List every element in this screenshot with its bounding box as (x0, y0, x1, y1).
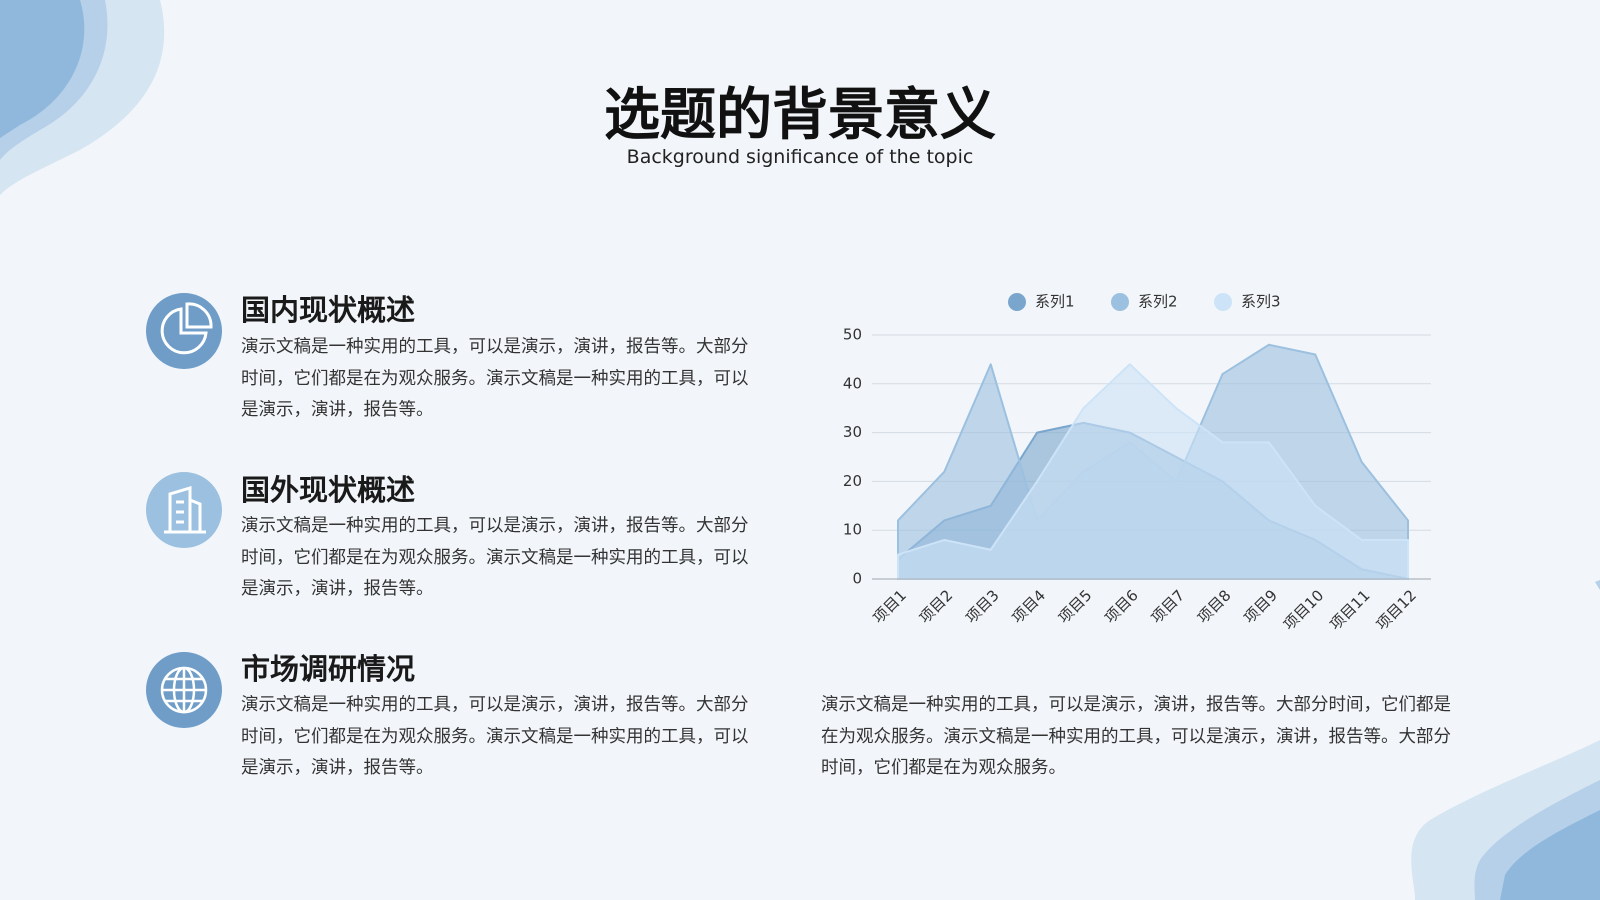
x-tick-label: 项目11 (1326, 586, 1373, 633)
x-tick-label: 项目9 (1240, 586, 1281, 627)
section-body: 演示文稿是一种实用的工具，可以是演示，演讲，报告等。大部分时间，它们都是在为观众… (241, 337, 749, 420)
subtitle: Background significance of the topic (626, 146, 974, 168)
y-tick-label: 0 (852, 570, 862, 588)
x-tick-label: 项目12 (1373, 586, 1420, 633)
chart-caption: 演示文稿是一种实用的工具，可以是演示，演讲，报告等。大部分时间，它们都是在为观众… (821, 695, 1451, 778)
section-heading: 国内现状概述 (241, 293, 416, 327)
x-tick-label: 项目10 (1280, 586, 1327, 633)
legend-label: 系列1 (1035, 293, 1075, 311)
x-tick-label: 项目6 (1101, 586, 1142, 627)
x-tick-label: 项目4 (1008, 586, 1049, 627)
title: 选题的背景意义 (604, 83, 996, 148)
y-tick-label: 40 (843, 374, 862, 392)
corner-blob (0, 0, 85, 138)
legend-label: 系列3 (1241, 293, 1281, 311)
legend-swatch (1008, 293, 1026, 311)
y-tick-label: 50 (843, 326, 862, 344)
section-heading: 国外现状概述 (241, 473, 416, 507)
x-tick-label: 项目3 (962, 586, 1003, 627)
section-heading: 市场调研情况 (241, 652, 416, 686)
y-tick-label: 30 (843, 423, 862, 441)
icon-pie (146, 293, 222, 369)
x-tick-label: 项目5 (1055, 586, 1096, 627)
corner-blob (1500, 810, 1600, 900)
y-tick-label: 20 (843, 472, 862, 490)
icon-building (146, 472, 222, 548)
y-tick-label: 10 (843, 521, 862, 539)
x-tick-label: 项目7 (1148, 586, 1189, 627)
legend-swatch (1214, 293, 1232, 311)
x-tick-label: 项目1 (869, 586, 910, 627)
edge-blob (1595, 580, 1600, 590)
x-tick-label: 项目8 (1194, 586, 1235, 627)
legend-swatch (1111, 293, 1129, 311)
section-body: 演示文稿是一种实用的工具，可以是演示，演讲，报告等。大部分时间，它们都是在为观众… (241, 695, 749, 778)
legend-label: 系列2 (1138, 293, 1178, 311)
icon-globe (146, 652, 222, 728)
x-tick-label: 项目2 (916, 586, 957, 627)
section-body: 演示文稿是一种实用的工具，可以是演示，演讲，报告等。大部分时间，它们都是在为观众… (241, 516, 749, 599)
area (897, 363, 1409, 580)
